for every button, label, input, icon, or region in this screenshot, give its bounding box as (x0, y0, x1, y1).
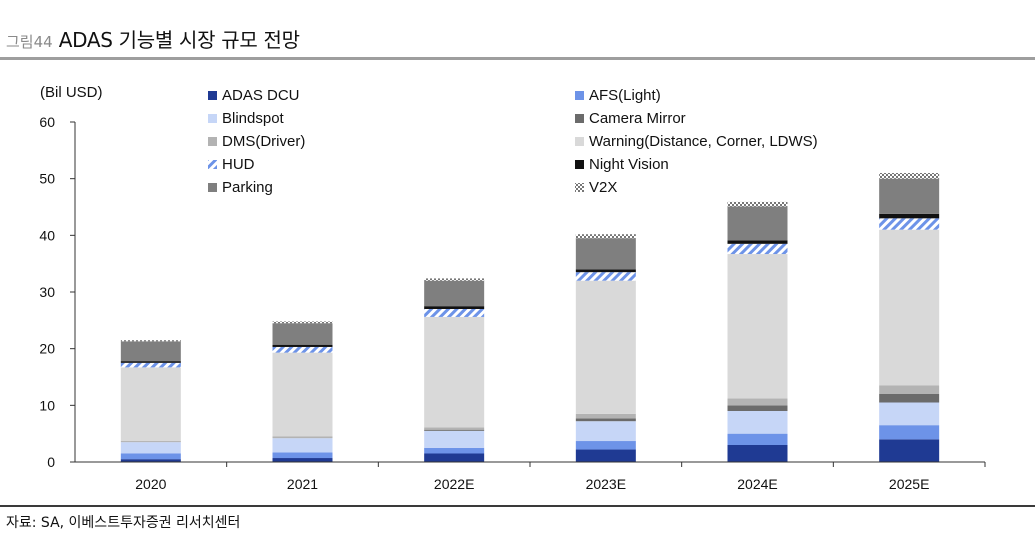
legend-label: V2X (589, 179, 617, 196)
legend-swatch (208, 160, 217, 169)
y-tick-label: 60 (39, 114, 55, 130)
legend-swatch (575, 160, 584, 169)
footer-rule (0, 505, 1035, 507)
bar-segment-v2x (727, 201, 788, 207)
bar-segment-parking (272, 323, 333, 345)
bar-segment-night-vision (120, 361, 181, 363)
x-tick-label: 2023E (586, 476, 626, 492)
bar-segment-night-vision (727, 240, 788, 244)
bar-segment-hud (727, 243, 788, 255)
bar-segment-afs-light (272, 452, 333, 459)
bar-segment-hud (575, 272, 636, 281)
bar-segment-warning-distance-corner-ldws (424, 316, 485, 428)
header-rule (0, 57, 1035, 60)
legend-label: Warning(Distance, Corner, LDWS) (589, 133, 818, 150)
legend-label: Night Vision (589, 156, 669, 173)
y-tick-label: 0 (47, 454, 55, 470)
bar-segment-warning-distance-corner-ldws (879, 229, 940, 386)
figure-header: 그림44 ADAS 기능별 시장 규모 전망 (6, 24, 300, 54)
bar-segment-v2x (272, 321, 333, 324)
figure-title: ADAS 기능별 시장 규모 전망 (58, 28, 300, 52)
legend-swatch (208, 183, 217, 192)
y-tick-label: 20 (39, 341, 55, 357)
x-tick-label: 2020 (135, 476, 166, 492)
legend-swatch (208, 91, 217, 100)
bar-segment-v2x (879, 173, 940, 179)
legend-swatch (575, 91, 584, 100)
bar-segment-dms-driver (727, 398, 788, 406)
bar-segment-night-vision (424, 306, 485, 309)
bar-segment-dms-driver (120, 441, 181, 443)
bar-segment-parking (575, 238, 636, 270)
legend-label: ADAS DCU (222, 87, 300, 104)
bar-segment-adas-dcu (424, 453, 485, 462)
legend-swatch (208, 114, 217, 123)
legend-label: HUD (222, 156, 255, 173)
bar-segment-night-vision (272, 344, 333, 347)
x-tick-label: 2021 (287, 476, 318, 492)
legend-swatch (208, 137, 217, 146)
legend-label: AFS(Light) (589, 87, 661, 104)
bar-segment-camera-mirror (879, 394, 940, 403)
bar-segment-blindspot (424, 430, 485, 448)
bar-segment-dms-driver (424, 427, 485, 430)
bar-segment-v2x (120, 340, 181, 342)
bar-segment-afs-light (424, 447, 485, 454)
bar-segment-adas-dcu (120, 459, 181, 462)
bar-segment-parking (424, 280, 485, 307)
bar-segment-afs-light (879, 425, 940, 440)
bar-segment-afs-light (575, 441, 636, 450)
bar-segment-adas-dcu (879, 439, 940, 462)
bar-segment-camera-mirror (727, 405, 788, 411)
bar-segment-v2x (575, 234, 636, 239)
x-tick-label: 2025E (889, 476, 929, 492)
x-tick-label: 2022E (434, 476, 474, 492)
bar-segment-hud (424, 309, 485, 317)
bar-segment-adas-dcu (272, 458, 333, 462)
bar-segment-hud (879, 218, 940, 230)
bar-segment-blindspot (120, 442, 181, 454)
y-tick-label: 30 (39, 284, 55, 300)
bar-segment-blindspot (272, 438, 333, 453)
bar-segment-camera-mirror (575, 418, 636, 422)
legend-label: Parking (222, 179, 273, 196)
bar-segment-v2x (424, 278, 485, 281)
bar-segment-adas-dcu (575, 449, 636, 462)
bar-segment-camera-mirror (424, 429, 485, 431)
bar-segment-afs-light (727, 433, 788, 445)
bar-segment-warning-distance-corner-ldws (120, 367, 181, 442)
bar-segment-night-vision (575, 269, 636, 273)
x-tick-label: 2024E (737, 476, 777, 492)
bar-segment-night-vision (879, 213, 940, 219)
bar-segment-afs-light (120, 453, 181, 460)
legend-label: Blindspot (222, 110, 285, 127)
bar-segment-parking (120, 341, 181, 362)
source-note: 자료: SA, 이베스트투자증권 리서치센터 (6, 515, 241, 531)
bar-segment-dms-driver (272, 436, 333, 439)
y-unit-label: (Bil USD) (40, 84, 103, 101)
legend-label: DMS(Driver) (222, 133, 305, 150)
legend-label: Camera Mirror (589, 110, 686, 127)
bar-segment-blindspot (727, 411, 788, 434)
legend-swatch (575, 114, 584, 123)
bar-segment-adas-dcu (727, 445, 788, 462)
bar-segment-warning-distance-corner-ldws (727, 254, 788, 399)
bar-segment-blindspot (879, 402, 940, 426)
bar-segment-parking (879, 178, 940, 214)
legend-swatch (575, 137, 584, 146)
bar-segment-blindspot (575, 421, 636, 442)
y-tick-label: 50 (39, 171, 55, 187)
bar-segment-warning-distance-corner-ldws (575, 280, 636, 414)
legend-swatch (575, 183, 584, 192)
bar-segment-warning-distance-corner-ldws (272, 352, 333, 437)
bar-segment-hud (272, 346, 333, 353)
bar-segment-parking (727, 206, 788, 241)
figure-label: 그림44 (6, 33, 53, 51)
bar-segment-dms-driver (879, 385, 940, 394)
y-tick-label: 40 (39, 227, 55, 243)
bar-segment-dms-driver (575, 413, 636, 419)
y-tick-label: 10 (39, 397, 55, 413)
bar-segment-hud (120, 362, 181, 368)
